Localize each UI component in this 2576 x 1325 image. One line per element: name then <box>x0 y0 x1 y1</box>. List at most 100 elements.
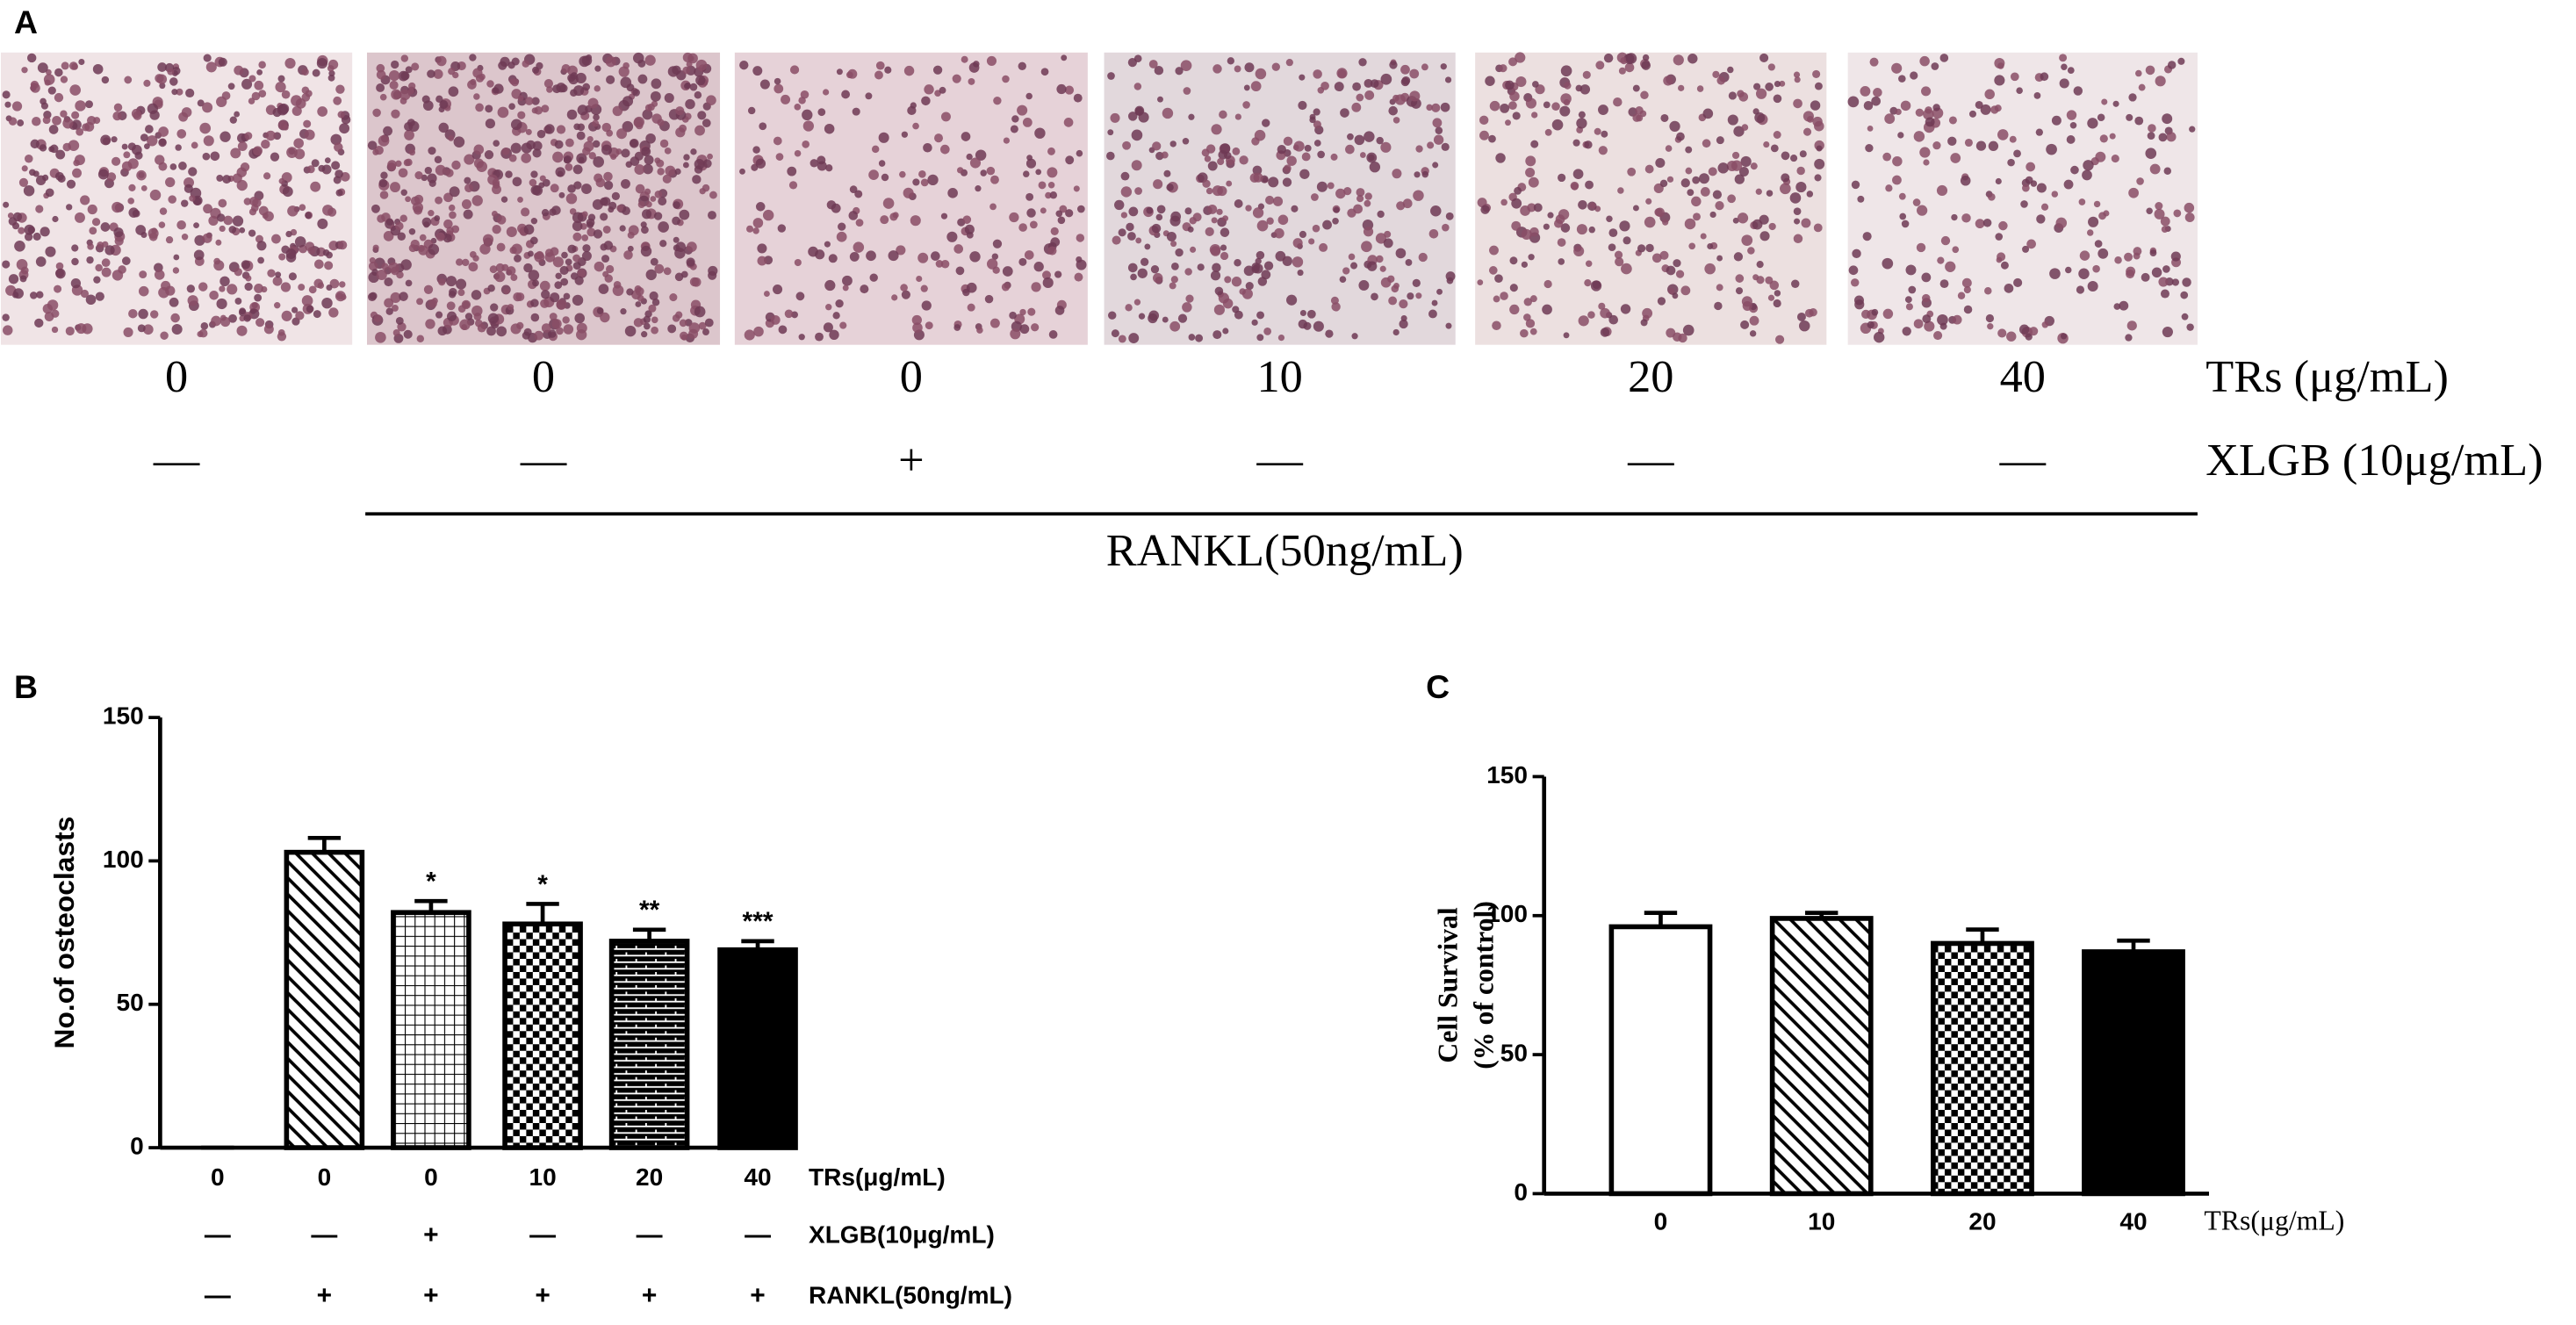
cell <box>1904 296 1912 304</box>
cell <box>1766 190 1774 197</box>
cell <box>17 119 25 126</box>
cell <box>324 261 334 270</box>
cell <box>912 322 923 334</box>
cell <box>637 59 646 68</box>
cell <box>1010 125 1018 133</box>
cell <box>606 264 615 274</box>
cell <box>682 162 689 169</box>
cell <box>1532 81 1539 88</box>
cell <box>256 241 267 251</box>
cell <box>301 92 311 102</box>
cell <box>70 278 82 289</box>
cell <box>669 293 678 302</box>
cell <box>30 139 40 149</box>
cell <box>2141 272 2150 282</box>
cell <box>408 82 416 90</box>
cell <box>1564 82 1572 90</box>
cell <box>1645 198 1652 205</box>
cell <box>574 313 586 324</box>
cell <box>1479 130 1489 140</box>
cell <box>2040 72 2049 82</box>
cell <box>1239 155 1248 165</box>
cell <box>2036 214 2046 224</box>
cell <box>254 293 263 302</box>
cell <box>2013 149 2021 158</box>
cell <box>1286 155 1297 166</box>
cell <box>294 236 306 248</box>
cell <box>694 306 706 318</box>
cell <box>1741 234 1753 247</box>
cell <box>1525 97 1537 109</box>
cell <box>2026 239 2036 249</box>
cell <box>695 59 708 71</box>
cell <box>1659 179 1668 188</box>
cell <box>2025 333 2033 341</box>
cell <box>2065 266 2072 274</box>
cell <box>989 203 997 211</box>
cell <box>755 158 766 169</box>
micrograph <box>366 52 721 345</box>
cell <box>2177 57 2185 65</box>
cell <box>227 83 235 90</box>
cell <box>563 155 572 164</box>
cell <box>1042 270 1051 280</box>
cell <box>510 119 522 131</box>
cell <box>453 136 465 148</box>
cell <box>1975 219 1985 229</box>
cell <box>100 222 111 232</box>
cell <box>817 161 827 171</box>
cell <box>1395 248 1407 259</box>
cell <box>2147 132 2155 140</box>
cell <box>1263 261 1274 270</box>
cell <box>131 144 142 155</box>
cell <box>1625 53 1637 64</box>
significance: *** <box>743 907 774 936</box>
cell <box>637 294 644 302</box>
cell <box>245 275 252 282</box>
cell <box>828 254 838 263</box>
cell <box>334 142 343 152</box>
cell <box>1925 106 1932 114</box>
cell <box>2181 313 2189 320</box>
cell <box>1146 206 1154 214</box>
cell <box>1932 104 1940 112</box>
cell <box>1144 243 1151 250</box>
cell <box>541 323 551 334</box>
cell <box>16 258 28 270</box>
cell <box>376 83 385 92</box>
cell <box>1882 257 1894 270</box>
cell <box>1731 160 1743 171</box>
cell <box>1495 153 1506 163</box>
rankl-mark: + <box>317 1281 332 1310</box>
cell <box>1621 263 1632 275</box>
cell <box>1222 215 1229 222</box>
cell <box>1740 155 1752 168</box>
xlgb-mark: — <box>1627 435 1674 486</box>
micrograph <box>734 52 1088 345</box>
cell <box>1001 283 1011 292</box>
cell <box>903 187 914 198</box>
cell <box>391 304 399 312</box>
cell <box>939 86 946 94</box>
cell <box>1376 136 1384 145</box>
cell <box>1256 311 1265 320</box>
cell <box>1614 250 1623 259</box>
cell <box>423 221 430 228</box>
cell <box>2079 250 2090 261</box>
cell <box>1054 306 1065 315</box>
cell <box>442 324 452 335</box>
cell <box>572 220 583 232</box>
cell <box>2029 327 2039 336</box>
bar <box>391 910 471 1150</box>
cell <box>404 130 414 140</box>
cell <box>1018 61 1026 71</box>
cell <box>1905 303 1913 311</box>
cell <box>1781 173 1790 183</box>
cell <box>1219 110 1227 119</box>
xlgb-mark: — <box>1999 435 2047 486</box>
bar <box>502 921 583 1150</box>
cell <box>986 258 998 270</box>
cell <box>2103 210 2110 217</box>
cell <box>1685 146 1693 154</box>
cell <box>158 126 169 137</box>
